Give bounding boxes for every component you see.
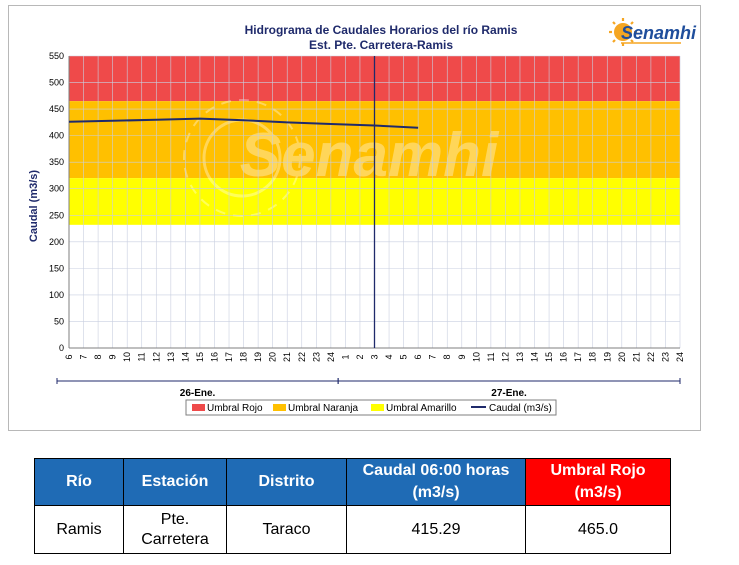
x-tick-label: 11 [137, 352, 147, 361]
caudal-series-line [68, 117, 419, 129]
x-tick-label: 21 [631, 352, 641, 362]
chart-legend: Umbral Rojo Umbral Naranja Umbral Amaril… [185, 399, 557, 416]
y-tick-label: 100 [49, 290, 64, 300]
x-tick-label: 16 [559, 352, 569, 362]
legend-label-caudal: Caudal (m3/s) [489, 403, 552, 414]
senamhi-logo: Senamhi [609, 18, 697, 46]
header-umbral-rojo: Umbral Rojo (m3/s) [525, 458, 671, 506]
x-tick-label: 17 [224, 352, 234, 362]
watermark-text: Senamhi [240, 121, 500, 190]
x-tick-label: 19 [253, 352, 263, 362]
x-tick-label: 18 [588, 352, 598, 362]
station-table: Río Estación Distrito Caudal 06:00 horas… [34, 458, 671, 554]
x-tick-label: 14 [530, 352, 540, 362]
x-tick-label: 9 [457, 354, 467, 359]
legend-swatch-amarillo [371, 404, 384, 411]
header-rio: Río [34, 458, 124, 506]
x-tick-label: 24 [326, 352, 336, 362]
x-tick-label: 16 [209, 352, 219, 362]
x-tick-label: 13 [166, 352, 176, 362]
x-tick-label: 22 [646, 352, 656, 362]
x-tick-label: 10 [122, 352, 132, 362]
x-tick-label: 22 [297, 352, 307, 362]
sun-logo-icon [609, 18, 637, 46]
cell-rio: Ramis [34, 505, 124, 554]
x-tick-label: 8 [93, 354, 103, 359]
y-tick-label: 550 [49, 51, 64, 61]
table-header-row: Río Estación Distrito Caudal 06:00 horas… [34, 458, 671, 506]
cell-estacion-line2: Carretera [141, 530, 209, 548]
legend-swatch-rojo [192, 404, 205, 411]
y-tick-label: 450 [49, 104, 64, 114]
cell-distrito: Taraco [226, 505, 347, 554]
x-tick-label: 4 [384, 354, 394, 359]
x-tick-label: 2 [355, 354, 365, 359]
x-tick-label: 18 [239, 352, 249, 362]
x-tick-label: 10 [471, 352, 481, 362]
chart-subtitle: Est. Pte. Carretera-Ramis [309, 38, 453, 52]
legend-swatch-naranja [273, 404, 286, 411]
x-tick-label: 15 [195, 352, 205, 362]
x-tick-label: 15 [544, 352, 554, 362]
x-tick-label: 6 [413, 354, 423, 359]
cell-umbral: 465.0 [525, 505, 671, 554]
y-tick-label: 300 [49, 184, 64, 194]
y-tick-label: 0 [59, 343, 64, 353]
x-tick-label: 6 [64, 354, 74, 359]
x-tick-label: 1 [340, 354, 350, 359]
header-caudal-line2: (m3/s) [412, 484, 460, 501]
x-tick-label: 9 [108, 354, 118, 359]
y-tick-label: 150 [49, 263, 64, 273]
cell-estacion-line1: Pte. [160, 510, 190, 528]
logo-text: Senamhi [621, 23, 697, 43]
x-tick-label: 11 [486, 352, 496, 361]
cell-caudal: 415.29 [346, 505, 526, 554]
header-umbral-line1: Umbral Rojo [550, 462, 646, 479]
x-tick-label: 5 [399, 354, 409, 359]
x-tick-label: 8 [442, 354, 452, 359]
senamhi-watermark: Senamhi [183, 99, 500, 217]
x-tick-label: 3 [370, 354, 380, 359]
y-tick-label: 500 [49, 78, 64, 88]
legend-label-rojo: Umbral Rojo [207, 403, 263, 414]
date-group-label: 26-Ene. [180, 388, 216, 399]
x-tick-label: 21 [282, 352, 292, 362]
table-row: Ramis Pte. Carretera Taraco 415.29 465.0 [34, 505, 671, 554]
x-tick-label: 19 [602, 352, 612, 362]
chart-title: Hidrograma de Caudales Horarios del río … [245, 23, 518, 37]
legend-label-amarillo: Umbral Amarillo [386, 403, 457, 414]
x-tick-label: 23 [660, 352, 670, 362]
x-tick-label: 7 [428, 354, 438, 359]
chart-panel: Senamhi 6 7 8 9 10 11 12 13 14 15 16 17 18 19 20 21 22 23… [8, 5, 701, 431]
y-tick-label: 350 [49, 157, 64, 167]
header-caudal: Caudal 06:00 horas (m3/s) [346, 458, 526, 506]
x-tick-label: 14 [180, 352, 190, 362]
x-tick-label: 12 [500, 352, 510, 362]
x-tick-label: 23 [311, 352, 321, 362]
cell-estacion: Pte. Carretera [123, 505, 227, 554]
x-tick-label: 13 [515, 352, 525, 362]
hydrograph-chart: Senamhi 6 7 8 9 10 11 12 13 14 15 16 17 18 19 20 21 22 23… [28, 18, 697, 416]
y-tick-label: 200 [49, 237, 64, 247]
y-tick-label: 400 [49, 131, 64, 141]
x-tick-label: 24 [675, 352, 685, 362]
legend-label-naranja: Umbral Naranja [288, 403, 358, 414]
x-tick-label: 12 [151, 352, 161, 362]
y-tick-label: 50 [54, 316, 64, 326]
x-tick-label: 7 [79, 354, 89, 359]
x-tick-label: 17 [573, 352, 583, 362]
header-umbral-line2: (m3/s) [574, 484, 622, 501]
header-distrito: Distrito [226, 458, 347, 506]
header-estacion: Estación [123, 458, 227, 506]
y-tick-label: 250 [49, 210, 64, 220]
date-group-label: 27-Ene. [491, 388, 527, 399]
y-axis-label: Caudal (m3/s) [28, 170, 40, 242]
x-tick-label: 20 [617, 352, 627, 362]
x-tick-label: 20 [268, 352, 278, 362]
header-caudal-line1: Caudal 06:00 horas [362, 462, 510, 479]
